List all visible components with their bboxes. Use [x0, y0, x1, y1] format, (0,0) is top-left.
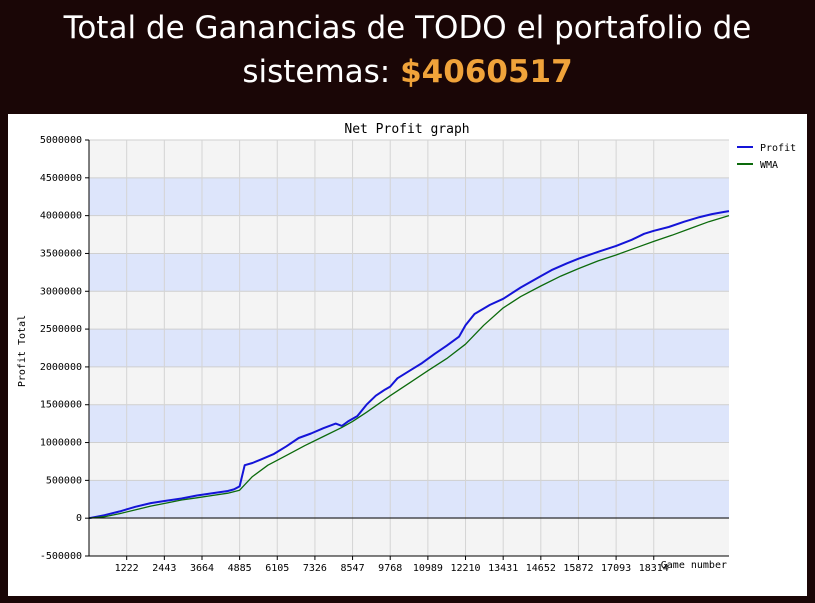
chart-panel: Net Profit graph Profit Total Game numbe… [8, 114, 807, 596]
y-tick-label: 0 [76, 513, 82, 524]
x-tick-label: 13431 [488, 563, 518, 574]
y-axis-ticks: -500000 0 500000 1000000 1500000 2000000 25000… [40, 135, 89, 562]
series-lines [88, 210, 730, 520]
total-amount: $4060517 [400, 54, 573, 90]
y-tick-label: 5000000 [40, 135, 82, 146]
x-tick-label: 18314 [639, 563, 669, 574]
headline-line-2: sistemas: $4060517 [0, 50, 815, 94]
band [89, 140, 729, 178]
y-tick-label: 3500000 [40, 248, 82, 259]
y-tick-label: 4000000 [40, 211, 82, 222]
x-tick-label: 15872 [563, 563, 593, 574]
band [89, 291, 729, 330]
y-tick-label: -500000 [40, 551, 82, 562]
band [89, 329, 729, 367]
band [89, 177, 729, 216]
y-tick-label: 4500000 [40, 173, 82, 184]
legend: Profit WMA [737, 143, 796, 171]
x-tick-label: 1222 [115, 563, 139, 574]
band [89, 442, 729, 481]
legend-label: Profit [760, 143, 796, 154]
x-tick-label: 12210 [450, 563, 480, 574]
x-tick-label: 3664 [190, 563, 214, 574]
y-axis-label: Profit Total [17, 315, 28, 387]
series-line-profit [88, 210, 730, 520]
page-headline: Total de Ganancias de TODO el portafolio… [0, 0, 815, 106]
band [89, 518, 729, 556]
x-axis-ticks: 1222 2443 3664 4885 6105 7326 8547 9768 10989 122… [89, 555, 729, 574]
x-axis-label: Game number [661, 560, 727, 571]
legend-label: WMA [760, 160, 778, 171]
y-tick-label: 500000 [46, 475, 82, 486]
y-tick-label: 3000000 [40, 286, 82, 297]
y-tick-label: 2000000 [40, 362, 82, 373]
x-tick-label: 4885 [228, 563, 252, 574]
x-tick-label: 7326 [303, 563, 327, 574]
series-line-wma [88, 214, 730, 519]
headline-prefix: sistemas: [242, 54, 391, 90]
band [89, 215, 729, 254]
y-tick-label: 1000000 [40, 438, 82, 449]
x-tick-label: 14652 [526, 563, 556, 574]
band [89, 480, 729, 519]
band [89, 404, 729, 443]
x-tick-label: 10989 [413, 563, 443, 574]
grid-lines [89, 139, 729, 557]
y-tick-label: 2500000 [40, 324, 82, 335]
y-tick-label: 1500000 [40, 400, 82, 411]
x-tick-label: 2443 [152, 563, 176, 574]
band [89, 366, 729, 405]
x-tick-label: 6105 [265, 563, 289, 574]
chart-title: Net Profit graph [344, 122, 469, 137]
x-tick-label: 17093 [601, 563, 631, 574]
band [89, 253, 729, 292]
headline-line-1: Total de Ganancias de TODO el portafolio… [63, 10, 752, 46]
x-tick-label: 9768 [378, 563, 402, 574]
net-profit-chart: Net Profit graph Profit Total Game numbe… [17, 122, 796, 574]
x-tick-label: 8547 [341, 563, 365, 574]
background-bands [89, 140, 729, 556]
